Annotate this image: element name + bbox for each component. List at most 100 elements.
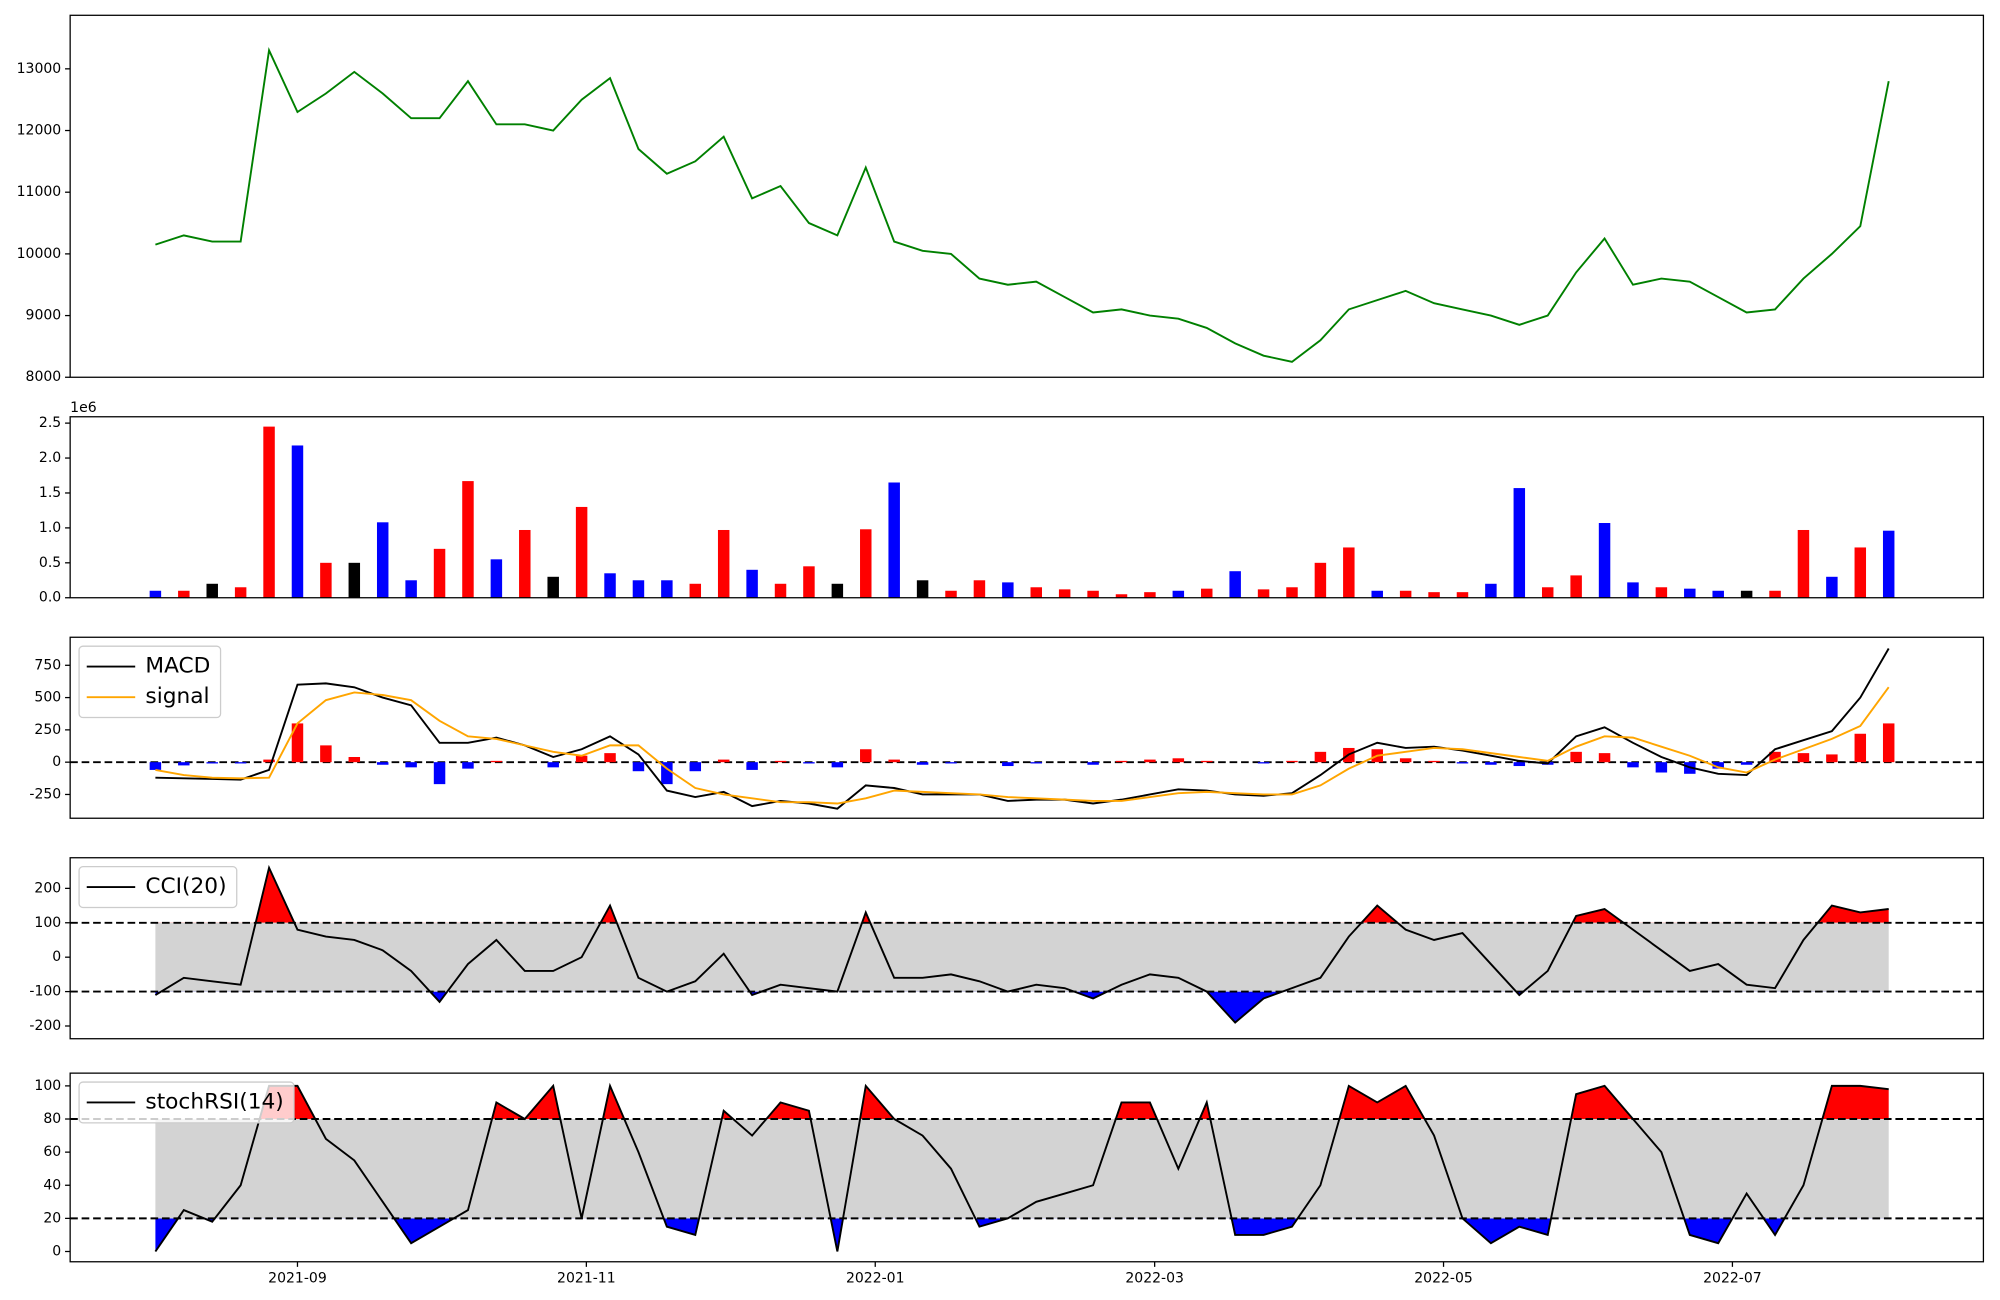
bar [405, 580, 417, 598]
x-tick-label: 2022-03 [1125, 1270, 1184, 1286]
y-tick-label: 200 [34, 880, 61, 896]
bar [1087, 590, 1099, 598]
histogram-bar [490, 760, 503, 763]
histogram-bar [1769, 751, 1781, 763]
bar [860, 529, 872, 598]
histogram-bar [320, 745, 332, 763]
y-tick-label: 12000 [17, 123, 62, 139]
y-tick-label: 20 [43, 1210, 61, 1226]
bar [1229, 571, 1241, 598]
histogram-bar [1655, 762, 1668, 773]
y-tick-label: 0.5 [39, 555, 61, 571]
histogram-bar [547, 762, 559, 768]
y-tick-label: -250 [29, 786, 61, 802]
histogram-bar [1257, 762, 1270, 764]
y-tick-label: 0 [52, 1244, 61, 1260]
histogram-bar [1399, 758, 1412, 763]
bar [519, 529, 531, 598]
bar [746, 569, 758, 598]
histogram-bar [1740, 762, 1753, 765]
histogram-bar [348, 757, 361, 763]
histogram-bar [433, 762, 446, 785]
y-tick-label: 1.0 [39, 520, 61, 536]
y-tick-label: 9000 [26, 308, 62, 324]
bar [1314, 562, 1327, 598]
y-tick-label: -200 [29, 1018, 61, 1034]
y-tick-label: 250 [34, 722, 61, 738]
histogram-bar [1513, 762, 1526, 767]
bar [1854, 547, 1867, 598]
bar [348, 562, 361, 598]
histogram-bar [1712, 762, 1724, 769]
histogram-bar [945, 762, 957, 764]
legend-box [78, 645, 222, 719]
legend-label: CCI(20) [145, 874, 226, 899]
histogram-bar [1428, 760, 1440, 763]
bar [1712, 590, 1724, 598]
histogram-bar [803, 762, 815, 764]
bar [1570, 575, 1582, 598]
bar [1002, 582, 1014, 598]
legend-box [78, 1081, 295, 1124]
y-tick-label: 100 [34, 915, 61, 931]
line [154, 864, 1889, 1024]
histogram-bar [632, 762, 645, 772]
bar [1030, 587, 1042, 598]
bar [234, 587, 247, 598]
histogram-bar [717, 759, 730, 763]
histogram-bar [291, 723, 304, 763]
histogram-bar [1314, 751, 1327, 763]
x-tick-label: 2021-11 [557, 1270, 616, 1286]
y-tick-label: 0 [52, 949, 61, 965]
bar [376, 522, 389, 598]
bar [945, 590, 957, 598]
bar [1797, 529, 1810, 598]
histogram-bar [746, 762, 758, 770]
histogram-bar [1201, 760, 1213, 763]
bar [1598, 523, 1611, 598]
bar [1144, 592, 1156, 598]
line [154, 1082, 1889, 1253]
histogram-bar [376, 762, 389, 765]
bar [1627, 582, 1639, 598]
histogram-bar [1456, 762, 1469, 764]
bar [803, 566, 815, 598]
y-tick-label: 100 [34, 1078, 61, 1094]
histogram-bar [604, 753, 616, 763]
line [155, 648, 1890, 810]
bar [1286, 587, 1298, 598]
histogram-bar [689, 762, 702, 772]
bar [1201, 588, 1213, 598]
histogram-bar [575, 755, 588, 763]
bar [1485, 583, 1497, 598]
band [155, 922, 1889, 992]
bar [1655, 587, 1668, 598]
bar [1257, 589, 1270, 598]
histogram-bar [1882, 723, 1895, 763]
histogram-bar [462, 762, 474, 769]
frame [69, 14, 1985, 378]
bar [1343, 547, 1355, 598]
bar [1172, 590, 1185, 598]
bar [1115, 594, 1128, 598]
histogram-bar [1797, 753, 1810, 763]
legend-label: stochRSI(14) [145, 1089, 283, 1114]
histogram-bar [916, 762, 929, 765]
legend-label: MACD [145, 654, 210, 679]
histogram-bar [1485, 762, 1497, 765]
y-tick-label: 40 [43, 1177, 61, 1193]
histogram-bar [206, 762, 218, 764]
bar [604, 573, 616, 598]
y-tick-label: 80 [43, 1111, 61, 1127]
bar [1684, 588, 1696, 598]
bar [1740, 590, 1753, 598]
y-tick-label: 750 [34, 657, 61, 673]
bar [1428, 592, 1440, 598]
bar [717, 529, 730, 598]
frame [69, 636, 1985, 819]
bar [1371, 590, 1383, 598]
histogram-bar [234, 762, 247, 764]
histogram-bar [1854, 733, 1867, 763]
band [155, 1119, 1889, 1219]
